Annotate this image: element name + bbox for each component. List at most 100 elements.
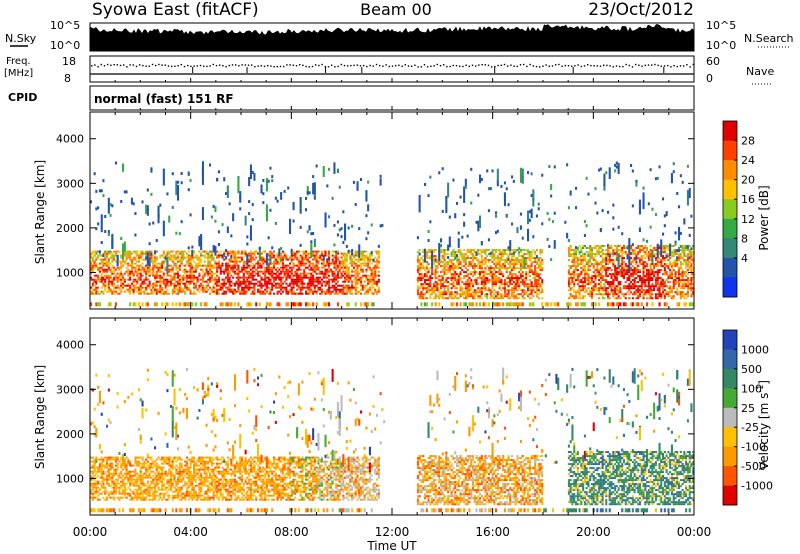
echo-cell [626,245,629,247]
echo-cell [125,262,128,265]
echo-cell [456,259,459,262]
echo-cell [612,302,615,307]
echo-cell [376,284,379,287]
echo-cell [299,274,302,277]
echo-cell [631,253,634,256]
echo-cell [582,247,585,249]
echo-cell [336,252,339,255]
echo-cell [175,231,178,235]
echo-cell [534,273,537,276]
echo-cell [370,278,373,281]
echo-cell [315,264,318,267]
echo-cell [500,253,503,256]
echo-cell [182,254,185,257]
echo-cell [269,290,272,293]
echo-cell [257,252,260,255]
echo-cell [495,283,498,286]
echo-cell [294,256,297,259]
echo-cell [596,287,599,290]
echo-cell [352,286,355,289]
echo-cell [592,287,595,290]
echo-cell [303,262,306,265]
echo-cell [155,239,158,242]
echo-cell [134,302,137,307]
echo-cell [287,258,290,261]
echo-cell [239,282,242,285]
echo-cell [569,249,572,252]
echo-cell [496,255,499,258]
echo-cell [326,272,329,275]
echo-cell [457,251,460,254]
echo-cell [649,289,652,292]
echo-cell [97,286,100,289]
echo-cell [580,271,583,274]
echo-cell [596,265,599,268]
echo-cell [514,273,517,276]
echo-cell [626,287,629,290]
echo-cell [642,277,645,280]
echo-cell [503,193,506,207]
echo-cell [145,272,148,275]
echo-cell [656,265,659,268]
echo-cell [297,268,300,271]
echo-cell [248,264,251,267]
echo-cell [638,277,641,280]
echo-cell [203,250,206,253]
nave-point [497,64,499,67]
echo-cell [610,277,613,280]
echo-cell [575,267,578,270]
echo-cell [523,256,526,269]
echo-cell [365,276,368,279]
echo-cell [113,288,116,291]
echo-cell [285,256,288,259]
nave-point [151,63,154,66]
echo-cell [452,302,455,307]
echo-cell [539,269,542,272]
echo-cell [614,267,617,270]
echo-cell [303,256,306,259]
echo-cell [269,252,272,255]
echo-cell [93,288,96,291]
echo-cell [649,279,652,282]
echo-cell [456,273,459,276]
echo-cell [216,290,219,293]
echo-cell [104,278,107,281]
echo-cell [342,274,345,277]
echo-cell [221,282,224,285]
echo-cell [466,275,469,278]
echo-cell [313,284,316,287]
nave-point [356,64,358,66]
echo-cell [448,277,451,280]
echo-cell [580,285,583,288]
echo-cell [281,262,284,265]
echo-cell [365,190,368,202]
echo-cell [537,257,540,260]
echo-cell [367,204,370,212]
echo-cell [177,270,180,273]
echo-cell [319,254,322,257]
echo-cell [340,235,343,239]
echo-cell [200,260,203,263]
echo-cell [429,289,432,292]
echo-cell [216,278,219,281]
echo-cell [431,277,434,280]
echo-cell [148,270,151,273]
echo-cell [463,275,466,278]
echo-cell [180,172,183,175]
echo-cell [340,252,343,255]
echo-cell [534,285,537,288]
echo-cell [326,258,329,262]
echo-cell [516,293,519,296]
echo-cell [596,289,599,292]
echo-cell [312,264,315,267]
echo-cell [264,274,267,277]
echo-cell [567,238,570,242]
echo-cell [210,288,213,291]
echo-cell [249,254,252,257]
echo-cell [546,302,549,307]
echo-cell [265,268,268,271]
echo-cell [464,253,467,256]
echo-cell [633,257,636,260]
echo-cell [336,284,339,287]
echo-cell [345,270,348,273]
